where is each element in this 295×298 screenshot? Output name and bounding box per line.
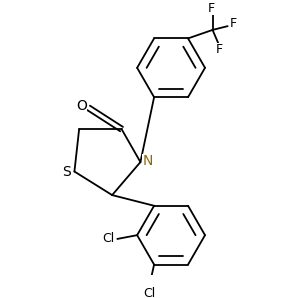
Text: O: O xyxy=(76,99,87,113)
Text: S: S xyxy=(62,165,71,179)
Text: F: F xyxy=(208,2,215,15)
Text: N: N xyxy=(142,154,153,168)
Text: Cl: Cl xyxy=(103,232,115,246)
Text: F: F xyxy=(216,43,223,56)
Text: Cl: Cl xyxy=(143,287,155,298)
Text: F: F xyxy=(230,17,237,30)
